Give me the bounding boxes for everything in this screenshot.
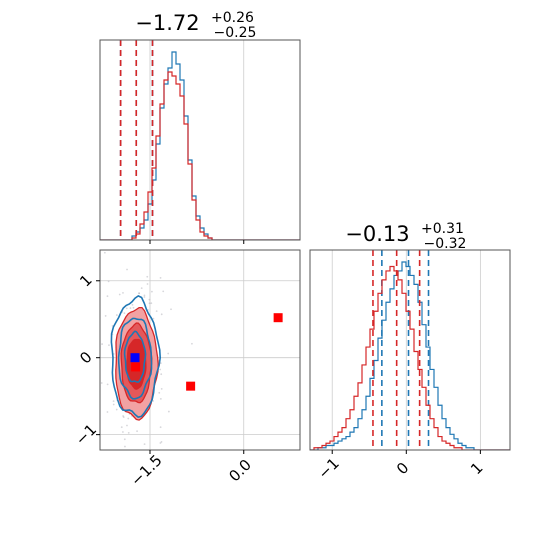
p2-sample-point	[115, 314, 118, 316]
p2-sample-point	[170, 308, 172, 311]
p2-marker-3	[273, 313, 283, 323]
p2-sample-point	[124, 445, 126, 448]
p2-sample-point	[159, 368, 162, 371]
p2-sample-point	[125, 307, 128, 310]
p2-marker-0	[130, 353, 140, 363]
p2-sample-point	[104, 315, 107, 317]
p2-frame	[99, 249, 301, 451]
panel3-title-upper: +0.31	[421, 221, 464, 237]
p2-sample-point	[122, 292, 124, 294]
p2-sample-point	[158, 391, 161, 394]
p2-sample-point	[132, 306, 135, 309]
p2-sample-point	[106, 411, 109, 413]
p2-sample-point	[140, 287, 143, 289]
p2-sample-point	[103, 251, 106, 254]
p2-sample-point	[159, 397, 162, 400]
panel3-title-median: −0.13	[345, 222, 409, 246]
p3-series-1-histogram	[310, 265, 510, 450]
panel1-title-upper: +0.26	[211, 10, 254, 26]
p2-sample-point	[167, 410, 170, 413]
p2-sample-point	[167, 352, 170, 355]
panel-param1-histogram	[99, 39, 301, 244]
p2-sample-point	[159, 362, 162, 365]
panel1-title: −1.72 +0.26 −0.25	[135, 7, 259, 41]
p3-frame	[309, 249, 511, 451]
p2-sample-point	[126, 268, 128, 271]
p2-sample-point	[123, 438, 126, 441]
p2-sample-point	[159, 276, 162, 279]
p2-sample-point	[160, 313, 163, 316]
p2-sample-point	[127, 431, 130, 434]
p2-sample-point	[120, 426, 123, 429]
p2-sample-point	[155, 310, 158, 313]
p2-sample-point	[126, 424, 128, 427]
p2-marker-2	[186, 381, 196, 391]
p2-sample-point	[143, 294, 146, 297]
p2-sample-point	[148, 298, 151, 301]
p2-sample-point	[100, 382, 103, 384]
p2-sample-point	[131, 303, 134, 306]
p2-sample-point	[162, 290, 165, 293]
p2-sample-point	[159, 442, 162, 444]
panel3-title: −0.13 +0.31 −0.32	[345, 218, 469, 252]
p2-sample-point	[118, 293, 121, 296]
p2-sample-point	[146, 283, 149, 285]
p3-series-0-histogram	[310, 261, 510, 450]
p2-sample-point	[160, 373, 163, 376]
p2-sample-point	[123, 312, 126, 315]
panel-param1-param2-contour: 10−1−1.5 0.0	[72, 249, 301, 490]
panel1-title-lower: −0.25	[214, 25, 257, 41]
p2-sample-point	[143, 296, 146, 298]
panel3-title-lower: −0.32	[424, 236, 467, 252]
p2-sample-point	[127, 417, 130, 420]
p2-sample-point	[146, 275, 149, 278]
p2-sample-point	[148, 302, 151, 305]
p2-marker-1	[131, 362, 141, 372]
p2-sample-point	[152, 317, 155, 320]
p2-sample-point	[160, 387, 163, 390]
p2-sample-point	[112, 403, 115, 406]
p2-sample-point	[115, 408, 118, 411]
p2-sample-point	[106, 295, 109, 298]
p1-series-0-histogram	[100, 51, 300, 240]
p2-sample-point	[143, 443, 146, 445]
p2-sample-point	[138, 292, 140, 295]
p2-sample-point	[107, 280, 110, 283]
p2-sample-point	[112, 400, 115, 403]
p2-blue-contour-inner	[123, 330, 147, 384]
p2-blue-contour-outer	[110, 294, 162, 418]
p2-sample-point	[150, 302, 153, 305]
p1-frame	[99, 39, 301, 241]
p2-sample-point	[101, 343, 103, 345]
p1-series-1-histogram	[100, 71, 300, 240]
p2-sample-point	[108, 344, 110, 347]
p2-sample-point	[160, 441, 163, 443]
panel1-title-median: −1.72	[135, 11, 199, 35]
p2-sample-point	[129, 307, 132, 309]
p2-blue-contour-mid	[117, 317, 153, 400]
p2-sample-point	[159, 426, 162, 429]
p2-sample-point	[122, 416, 125, 419]
p2-sample-point	[191, 342, 193, 345]
p2-sample-point	[122, 431, 124, 433]
p2-sample-point	[136, 430, 138, 433]
p2-sample-point	[106, 383, 109, 386]
p2-sample-point	[151, 290, 153, 293]
